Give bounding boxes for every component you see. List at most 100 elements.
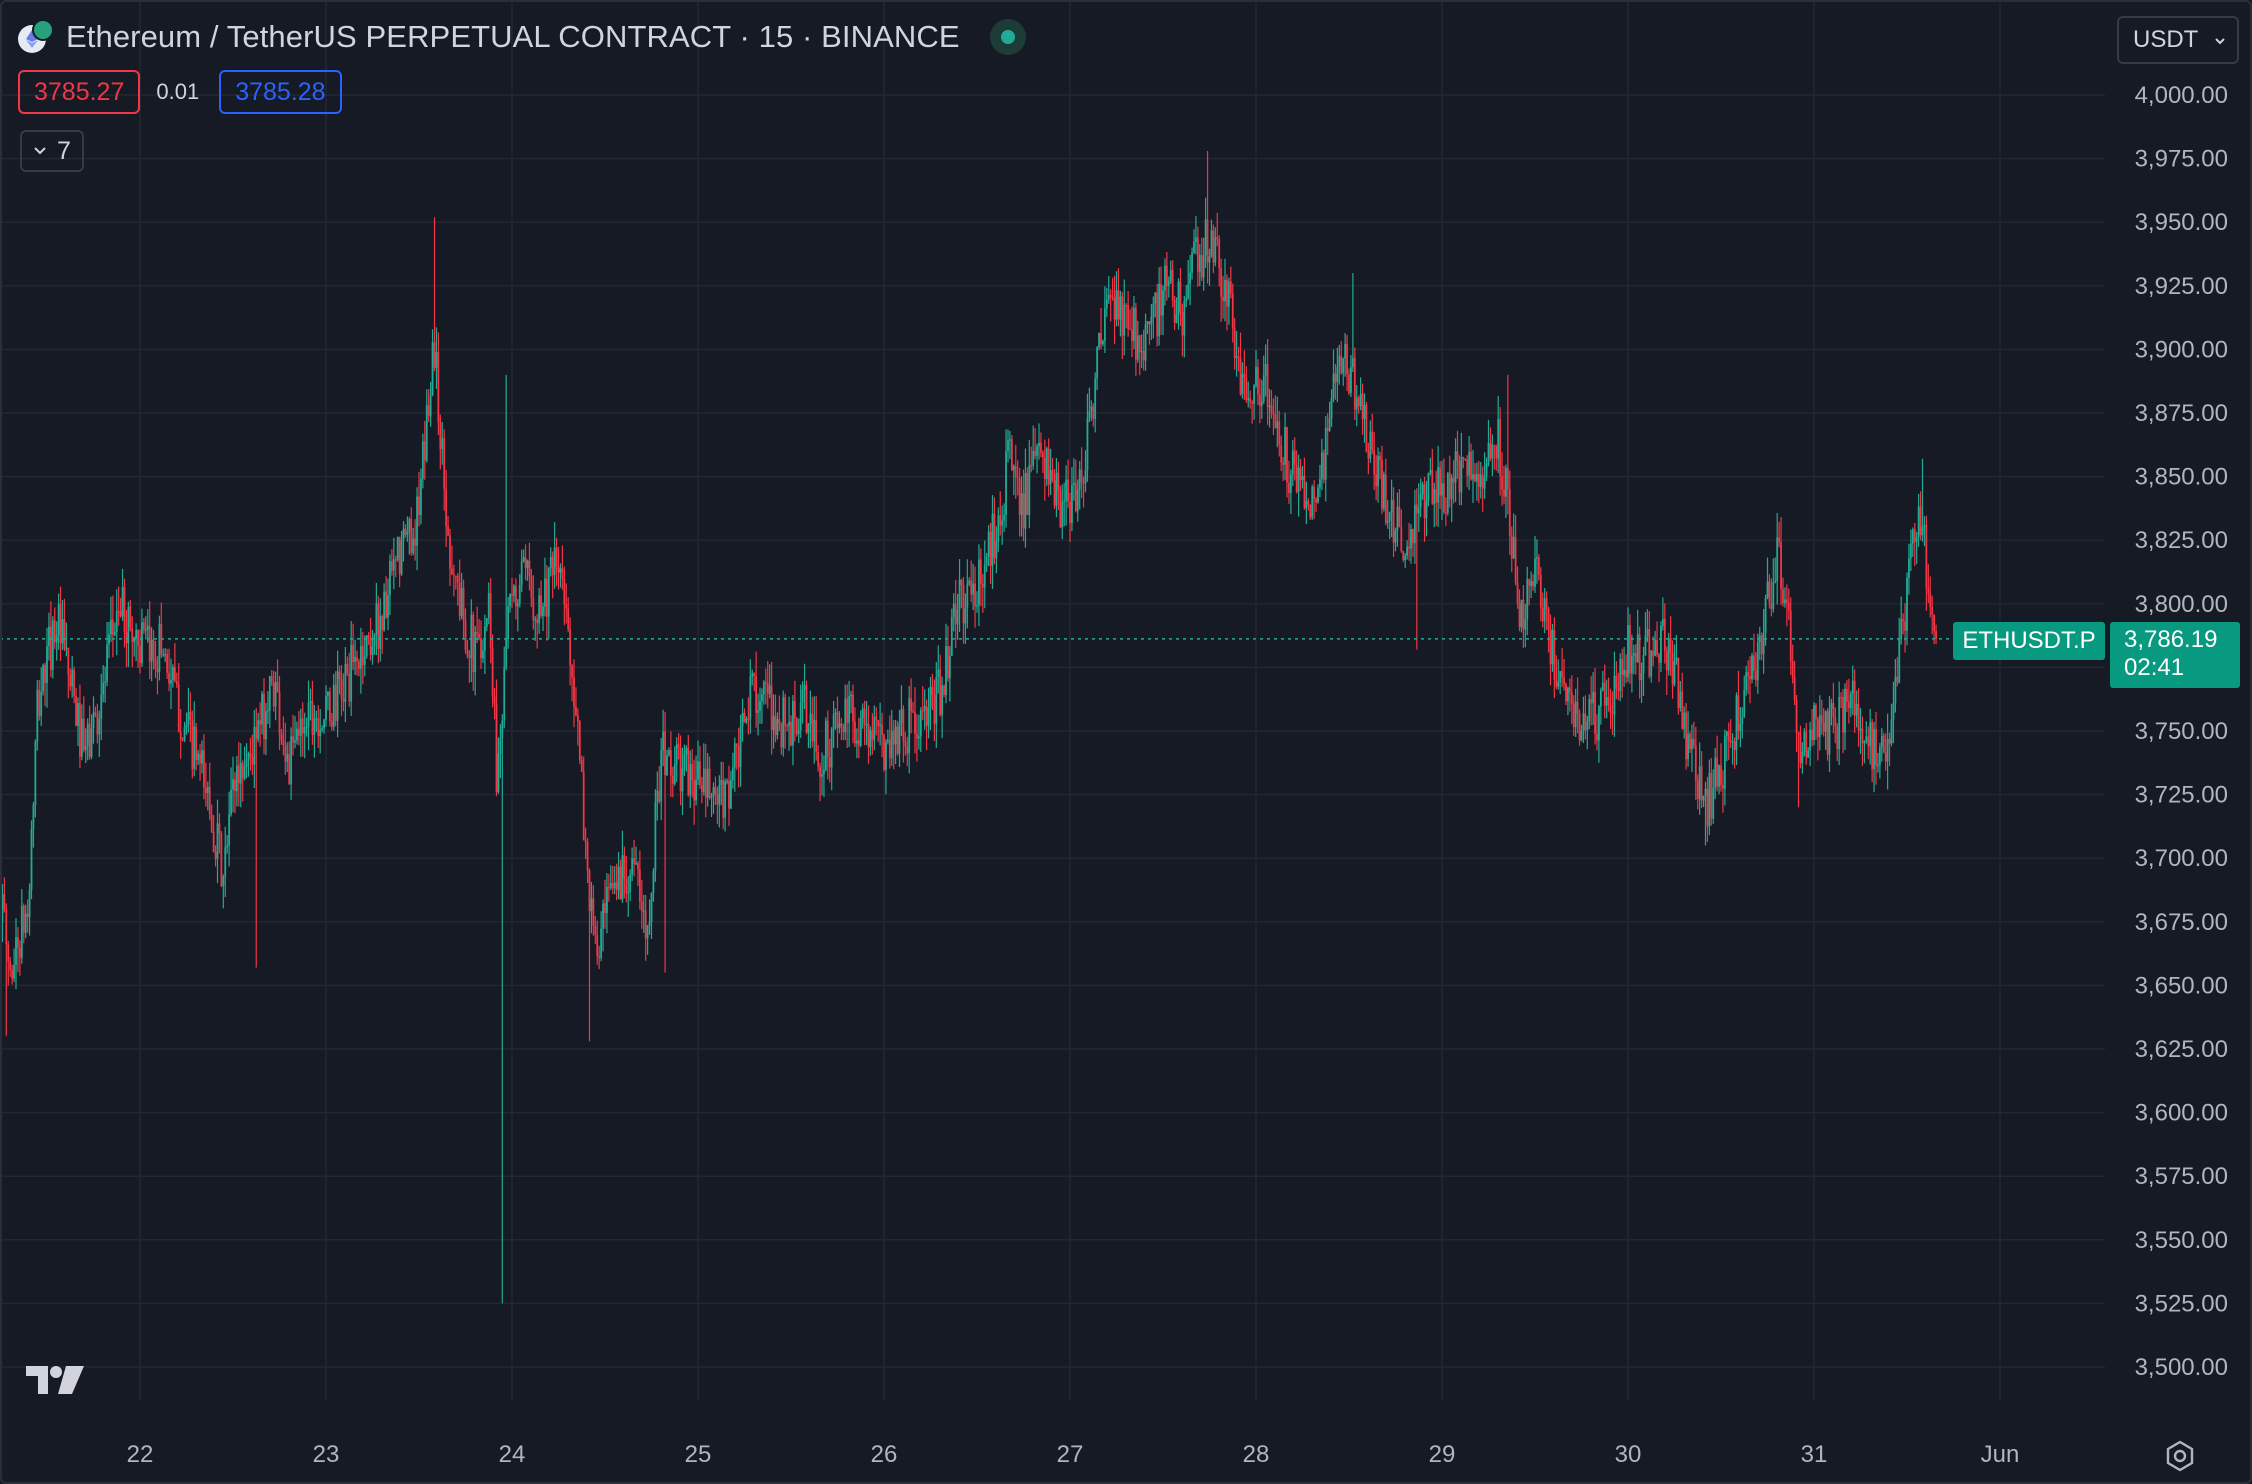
candle-body xyxy=(1921,527,1924,536)
candle-body xyxy=(1855,703,1858,716)
candle-body xyxy=(575,706,577,716)
candle-body xyxy=(1231,293,1234,329)
candle-body xyxy=(726,780,728,783)
candle-body xyxy=(334,685,337,721)
candle-body xyxy=(340,679,343,699)
candle-body xyxy=(1111,296,1114,298)
candle-body xyxy=(1404,555,1407,561)
candle-body xyxy=(1351,357,1354,368)
candle-body xyxy=(555,547,558,567)
candle-body xyxy=(1359,393,1362,407)
candle-body xyxy=(1741,717,1744,724)
sell-price-button[interactable]: 3785.27 xyxy=(18,70,141,114)
candle-body xyxy=(1756,642,1759,681)
buy-price-button[interactable]: 3785.28 xyxy=(219,70,342,114)
candle-body xyxy=(1584,713,1587,731)
candle-body xyxy=(96,714,99,735)
candle-body xyxy=(1084,470,1087,483)
candle-body xyxy=(1340,355,1343,374)
symbol-title[interactable]: Ethereum / TetherUS PERPETUAL CONTRACT ·… xyxy=(66,19,960,54)
candle-body xyxy=(253,726,256,765)
candle-body xyxy=(621,855,624,900)
candle-body xyxy=(1873,729,1875,770)
candle-body xyxy=(693,780,696,801)
candle-body xyxy=(948,655,951,679)
candle-body xyxy=(1541,607,1544,622)
candle-body xyxy=(629,874,632,893)
candle-body xyxy=(416,496,418,546)
candle-body xyxy=(1505,467,1507,497)
candle-body xyxy=(1530,581,1533,586)
candle-body xyxy=(1355,397,1358,410)
candle-body xyxy=(1617,688,1620,691)
candle-body xyxy=(805,685,808,733)
candle-body xyxy=(94,712,97,715)
candle-body xyxy=(1768,581,1771,604)
candle-body xyxy=(1433,489,1436,504)
candle-body xyxy=(1935,631,1937,639)
candle-body xyxy=(1241,373,1244,395)
candle-body xyxy=(423,441,426,461)
candle-body xyxy=(1245,377,1248,401)
candle-body xyxy=(40,691,43,717)
candle-body xyxy=(1665,651,1668,671)
candle-body xyxy=(379,616,382,649)
tradingview-logo-icon[interactable] xyxy=(26,1364,86,1396)
market-open-status-icon[interactable] xyxy=(989,19,1026,55)
candle-body xyxy=(590,898,593,911)
price-tick-label: 3,625.00 xyxy=(2135,1036,2228,1063)
candle-body xyxy=(981,583,984,588)
candle-body xyxy=(764,682,767,684)
candle-body xyxy=(857,740,860,746)
candle-body xyxy=(1107,294,1110,300)
time-tick-label: 25 xyxy=(685,1441,712,1468)
candle-body xyxy=(776,719,779,736)
candle-body xyxy=(257,720,260,740)
candle-body xyxy=(452,574,455,576)
last-price-value: 3,786.19 xyxy=(2124,626,2218,653)
candle-body xyxy=(111,619,114,635)
candle-body xyxy=(1685,712,1688,760)
candle-body xyxy=(307,702,310,728)
candle-body xyxy=(20,906,23,958)
candle-body xyxy=(1654,640,1657,656)
candle-body xyxy=(1568,687,1571,693)
candle-body xyxy=(1729,740,1732,743)
candle-body xyxy=(1198,254,1201,272)
candle-body xyxy=(1900,619,1903,640)
candle-body xyxy=(1233,328,1236,359)
indicators-toggle-button[interactable]: 7 xyxy=(20,130,84,172)
candle-body xyxy=(439,422,442,449)
candle-body xyxy=(1365,404,1368,452)
candle-body xyxy=(356,657,358,662)
candle-body xyxy=(774,716,777,736)
candle-body xyxy=(1067,479,1069,502)
candle-body xyxy=(127,606,130,644)
candle-body xyxy=(441,438,444,449)
candle-body xyxy=(330,721,333,727)
candle-body xyxy=(1508,489,1511,536)
candle-body xyxy=(724,781,727,818)
candle-body xyxy=(1136,335,1139,360)
candle-body xyxy=(1065,479,1068,502)
time-tick-label: 22 xyxy=(127,1441,154,1468)
candle-body xyxy=(1326,427,1329,431)
candle-body xyxy=(1706,788,1709,827)
candle-body xyxy=(1169,269,1172,282)
candle-body xyxy=(222,876,225,887)
candle-body xyxy=(1346,343,1348,375)
candle-body xyxy=(1437,467,1440,503)
candle-body xyxy=(146,625,149,630)
candle-body xyxy=(1642,655,1645,674)
candle-body xyxy=(1276,421,1279,429)
candle-body xyxy=(786,725,789,727)
candle-body xyxy=(1133,307,1135,341)
candle-body xyxy=(1328,418,1331,431)
candle-body xyxy=(1723,735,1726,789)
candle-body xyxy=(633,858,635,864)
candle-body xyxy=(1844,688,1846,733)
currency-select[interactable]: USDT xyxy=(2117,16,2239,64)
candle-body xyxy=(1072,482,1075,486)
gear-icon[interactable] xyxy=(2162,1438,2198,1474)
